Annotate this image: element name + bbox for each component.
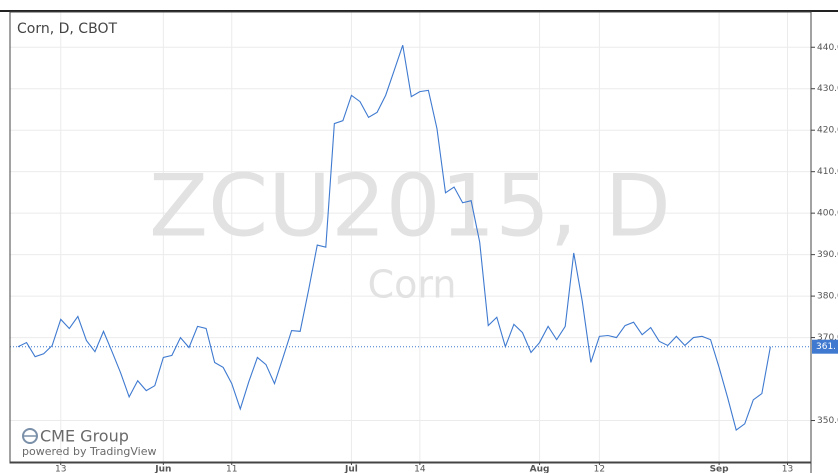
y-tick-label: 350.0 [817,416,838,426]
x-tick-label: 13 [55,465,66,473]
last-price-label: 361. [816,342,836,352]
chart-title: Corn, D, CBOT [17,21,117,37]
x-tick-label: 12 [594,465,605,473]
x-tick-label: 11 [226,465,237,473]
x-tick-label: 14 [414,465,426,473]
grid [10,12,811,462]
y-tick-label: 410.0 [817,167,838,177]
y-tick-label: 430.0 [817,84,838,94]
y-tick-label: 390.0 [817,250,838,260]
axes: 350.0 370.0 380.0 390.0 400.0 410.0 420.0 430.0… [55,43,838,473]
logo: CME Group [40,427,129,446]
x-tick-label: Jun [154,465,171,473]
y-tick-label: 440.0 [817,43,838,53]
y-tick-label: 400.0 [817,209,838,219]
x-tick-label: 13 [782,465,793,473]
logo-caption: powered by TradingView [22,445,156,458]
x-tick-label: Sep [710,465,730,473]
watermark: ZCU2015, D [149,156,671,256]
watermark-subtitle: Corn [368,263,457,307]
x-tick-label: Aug [530,465,550,473]
plot [10,45,811,431]
x-tick-label: Jul [344,465,358,473]
y-tick-label: 380.0 [817,292,838,302]
price-line [17,45,771,431]
price-axis [811,12,838,473]
y-tick-label: 420.0 [817,126,838,136]
y-tick-label: 370.0 [817,333,838,343]
last-price-box [812,339,838,354]
